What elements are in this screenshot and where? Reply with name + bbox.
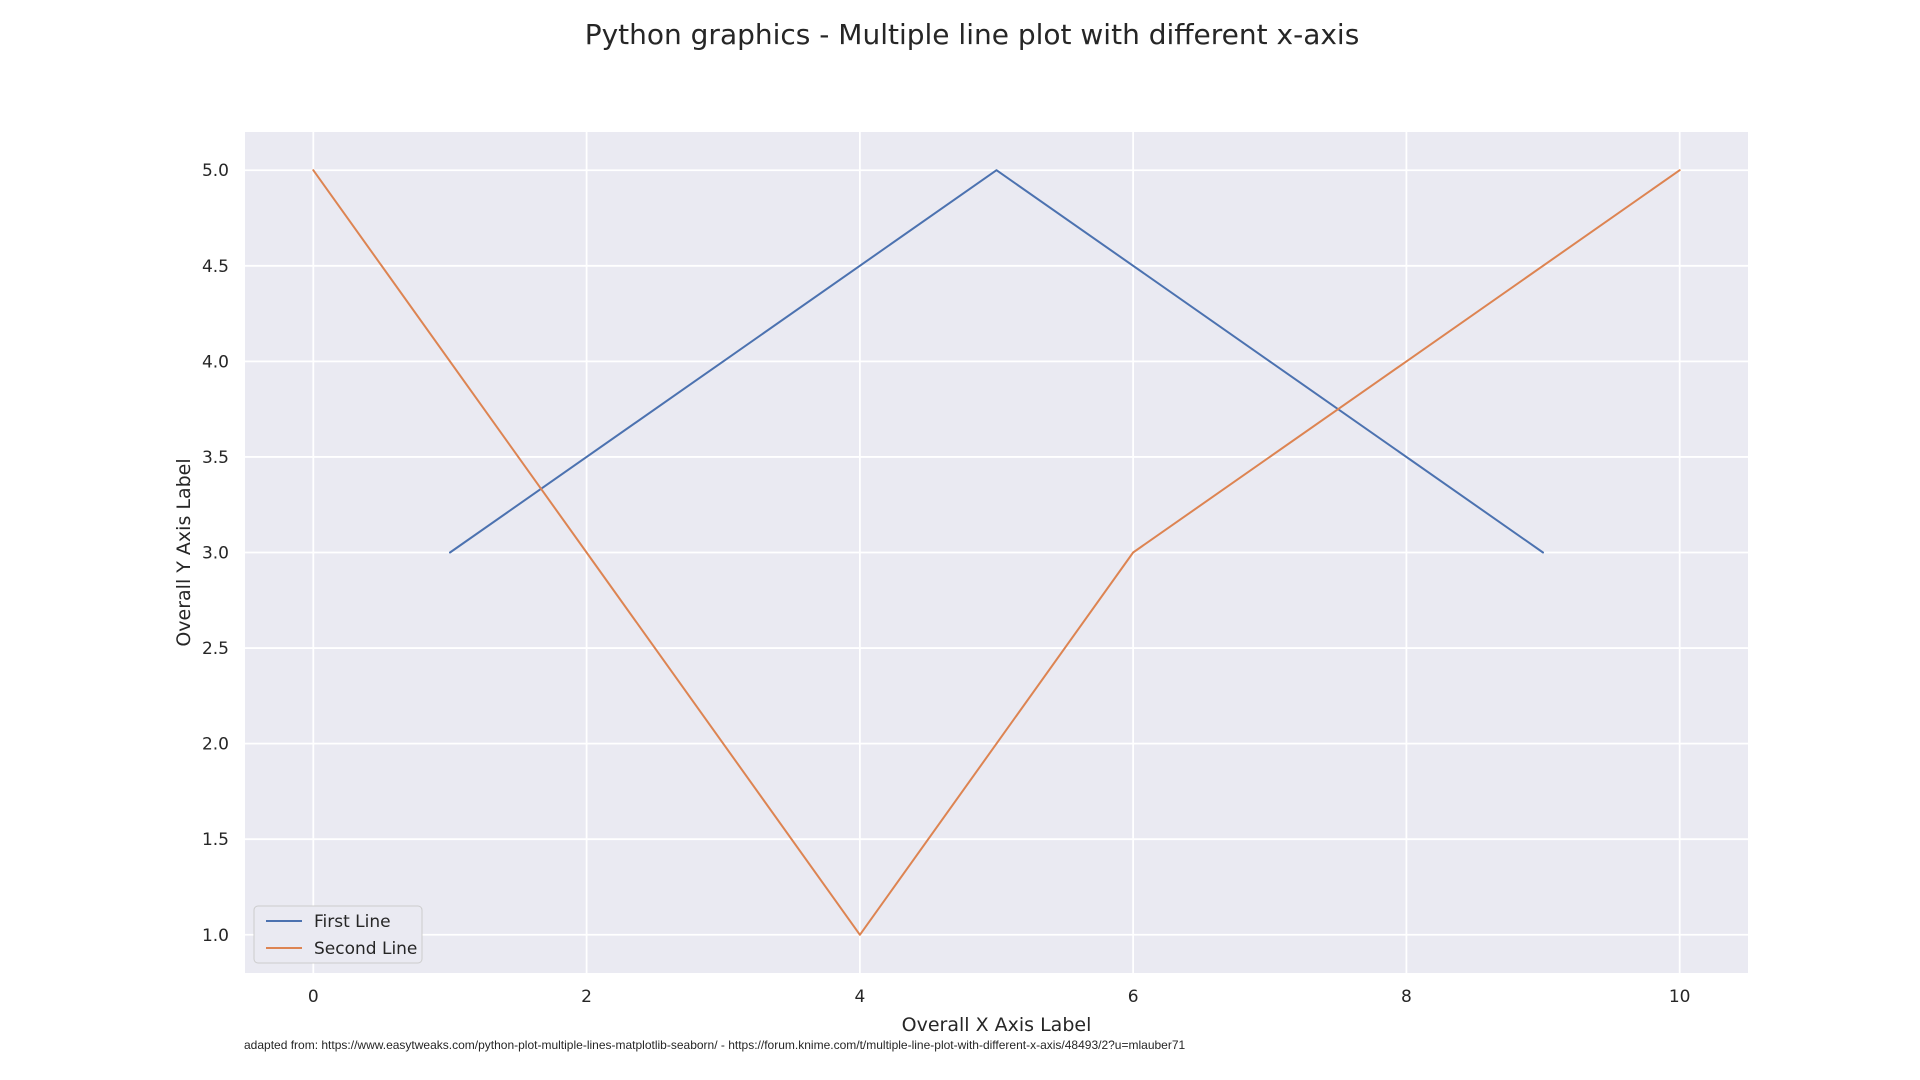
- x-tick-label: 0: [308, 987, 319, 1007]
- x-axis-label: Overall X Axis Label: [902, 1014, 1092, 1036]
- x-tick-label: 2: [581, 987, 592, 1007]
- y-tick-label: 2.5: [202, 639, 229, 659]
- source-footnote: adapted from: https://www.easytweaks.com…: [244, 1038, 1186, 1052]
- series-line-2: [312, 169, 1681, 936]
- chart-title: Python graphics - Multiple line plot wit…: [585, 18, 1360, 51]
- legend-label-2: Second Line: [314, 939, 417, 959]
- y-tick-label: 3.0: [202, 544, 229, 564]
- x-tick-label: 8: [1401, 987, 1412, 1007]
- tick-labels: 0 2 4 6 8 10 1.0 1.5 2.0 2.5 3.0 3.5 4.0 4.5 5.0: [202, 161, 1691, 1007]
- legend-label-1: First Line: [314, 912, 391, 932]
- y-tick-label: 5.0: [202, 161, 229, 181]
- y-tick-label: 2.0: [202, 735, 229, 755]
- y-tick-label: 4.0: [202, 352, 229, 372]
- x-tick-label: 10: [1669, 987, 1691, 1007]
- x-tick-label: 4: [854, 987, 865, 1007]
- y-axis-label: Overall Y Axis Label: [173, 458, 195, 646]
- y-tick-label: 3.5: [202, 448, 229, 468]
- y-tick-label: 1.5: [202, 830, 229, 850]
- y-tick-label: 4.5: [202, 257, 229, 277]
- x-tick-label: 6: [1128, 987, 1139, 1007]
- legend: First Line Second Line: [253, 905, 423, 964]
- y-tick-label: 1.0: [202, 926, 229, 946]
- series-line-1: [449, 169, 1544, 554]
- series-layer: [312, 169, 1681, 936]
